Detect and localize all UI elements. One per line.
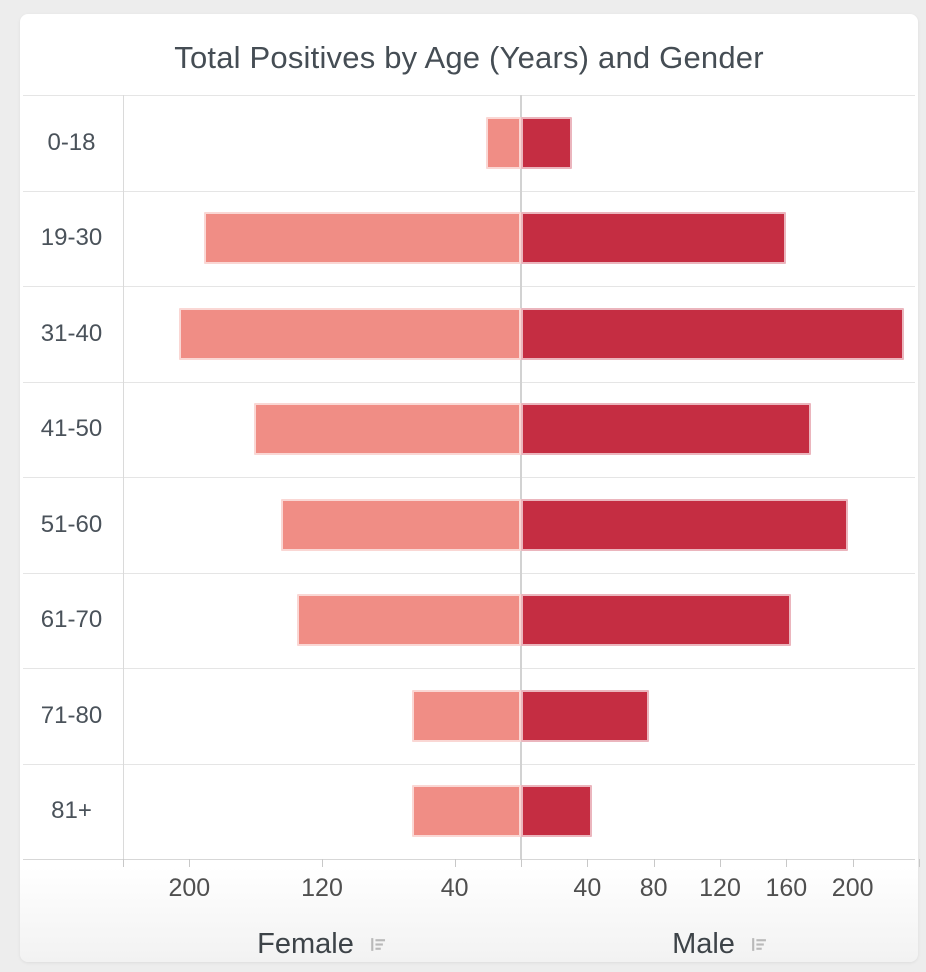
row-separator-line [23, 190, 915, 192]
age-group-label: 0-18 [47, 128, 96, 156]
list-icon[interactable] [370, 936, 387, 953]
legend-male-label: Male [672, 927, 735, 960]
female-bar-31-40[interactable] [179, 307, 521, 360]
row-separator-line [23, 763, 915, 765]
axis-tick [123, 859, 124, 867]
axis-tick [521, 859, 522, 867]
list-icon-glyph [370, 937, 385, 951]
axis-tick [653, 859, 655, 867]
male-bar-19-30[interactable] [521, 212, 787, 265]
row-separator-line [23, 572, 915, 574]
axis-tick [852, 859, 854, 867]
female-bar-51-60[interactable] [280, 498, 521, 551]
age-group-label: 41-50 [40, 415, 103, 443]
center-baseline [520, 95, 522, 859]
axis-tick-label: 40 [440, 874, 469, 902]
list-icon[interactable] [751, 936, 768, 953]
row-separator-line [23, 668, 915, 669]
male-bar-31-40[interactable] [521, 307, 905, 360]
legend-female: Female [257, 922, 387, 966]
legend-female-label: Female [257, 927, 354, 960]
x-axis-line [23, 859, 915, 860]
axis-tick [786, 859, 788, 867]
legend-male: Male [672, 922, 768, 966]
age-group-label: 71-80 [40, 701, 103, 729]
row-separator-line [23, 95, 915, 96]
axis-tick [454, 859, 456, 867]
axis-tick-label: 120 [699, 874, 741, 902]
female-bar-19-30[interactable] [204, 212, 521, 265]
row-separator-line [23, 381, 915, 383]
axis-tick-label: 200 [831, 874, 874, 902]
axis-tick [720, 859, 721, 867]
age-group-label: 81+ [51, 797, 92, 825]
row-separator-line [23, 477, 915, 478]
male-bar-61-70[interactable] [521, 594, 792, 647]
male-bar-81+[interactable] [521, 785, 593, 838]
axis-tick-label: 200 [168, 874, 211, 902]
female-bar-71-80[interactable] [411, 689, 521, 742]
age-group-label: 19-30 [40, 224, 103, 252]
male-bar-71-80[interactable] [521, 689, 649, 742]
axis-tick [189, 859, 191, 867]
axis-tick [587, 859, 589, 867]
axis-tick-label: 40 [573, 874, 602, 902]
axis-tick-label: 80 [639, 874, 668, 902]
axis-tick-label: 160 [765, 874, 808, 902]
age-group-label: 61-70 [40, 606, 103, 634]
chart-card: Total Positives by Age (Years) and Gende… [20, 14, 920, 962]
list-icon-glyph [751, 937, 766, 951]
male-bar-51-60[interactable] [521, 498, 848, 551]
axis-tick [322, 859, 323, 867]
female-bar-41-50[interactable] [254, 403, 521, 456]
y-axis-line [123, 95, 124, 859]
chart-title: Total Positives by Age (Years) and Gende… [174, 40, 764, 75]
female-bar-61-70[interactable] [297, 594, 521, 647]
female-bar-81+[interactable] [411, 785, 521, 838]
row-separator-line [23, 286, 915, 287]
female-bar-0-18[interactable] [486, 116, 521, 169]
axis-tick-label: 120 [301, 874, 343, 902]
male-bar-0-18[interactable] [521, 116, 573, 169]
age-group-label: 31-40 [40, 319, 103, 347]
axis-tick [919, 859, 920, 867]
male-bar-41-50[interactable] [521, 403, 812, 456]
age-group-label: 51-60 [40, 510, 103, 538]
